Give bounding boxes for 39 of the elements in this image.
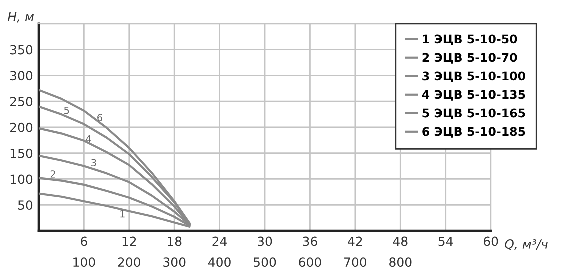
y-tick-label: 350: [10, 45, 33, 55]
y-tick-label: 200: [10, 122, 33, 132]
x-tick-label: 60: [484, 236, 498, 246]
y-tick-label: 100: [10, 174, 33, 184]
legend-label: 3 ЭЦВ 5-10-100: [422, 72, 526, 82]
x-tick-label: 42: [348, 236, 362, 246]
x-tick-label: 36: [303, 236, 318, 246]
x-tick-label: 12: [122, 236, 136, 246]
legend-label: 4 ЭЦВ 5-10-135: [422, 90, 526, 101]
annotation: 5: [64, 107, 70, 114]
x-axis-title: Q, м³/ч: [505, 240, 548, 250]
x2-tick-label: 500: [254, 258, 276, 268]
annotation: 1: [120, 210, 125, 218]
annotation: 3: [92, 159, 96, 167]
y-axis-title: H, м: [8, 12, 34, 23]
annotation: 6: [98, 114, 102, 122]
legend-label: 6 ЭЦВ 5-10-185: [422, 127, 526, 138]
x2-tick-label: 600: [299, 258, 322, 268]
x2-tick-label: 700: [344, 258, 367, 268]
annotation: 4: [86, 135, 92, 143]
x-tick-label: 48: [393, 236, 408, 246]
y-tick-label: 300: [10, 71, 33, 81]
x2-tick-label: 400: [208, 258, 231, 268]
x2-tick-label: 300: [164, 258, 186, 268]
x-tick-label: 24: [212, 236, 228, 246]
x-tick-label: 6: [81, 236, 88, 246]
y-tick-label: 250: [10, 97, 33, 106]
x2-tick-label: 800: [390, 258, 412, 268]
x-tick-label: 18: [168, 236, 182, 246]
x-tick-label: 30: [258, 236, 272, 246]
x-tick-label: 54: [438, 236, 454, 246]
y-tick-label: 50: [18, 200, 33, 210]
annotation: 2: [50, 170, 56, 178]
legend-label: 2 ЭЦВ 5-10-70: [422, 53, 518, 64]
y-tick-label: 150: [10, 148, 33, 158]
x2-tick-label: 100: [74, 258, 96, 268]
legend-label: 5 ЭЦВ 5-10-165: [422, 108, 526, 120]
legend-label: 1 ЭЦВ 5-10-50: [423, 34, 518, 46]
x2-tick-label: 200: [118, 258, 140, 268]
